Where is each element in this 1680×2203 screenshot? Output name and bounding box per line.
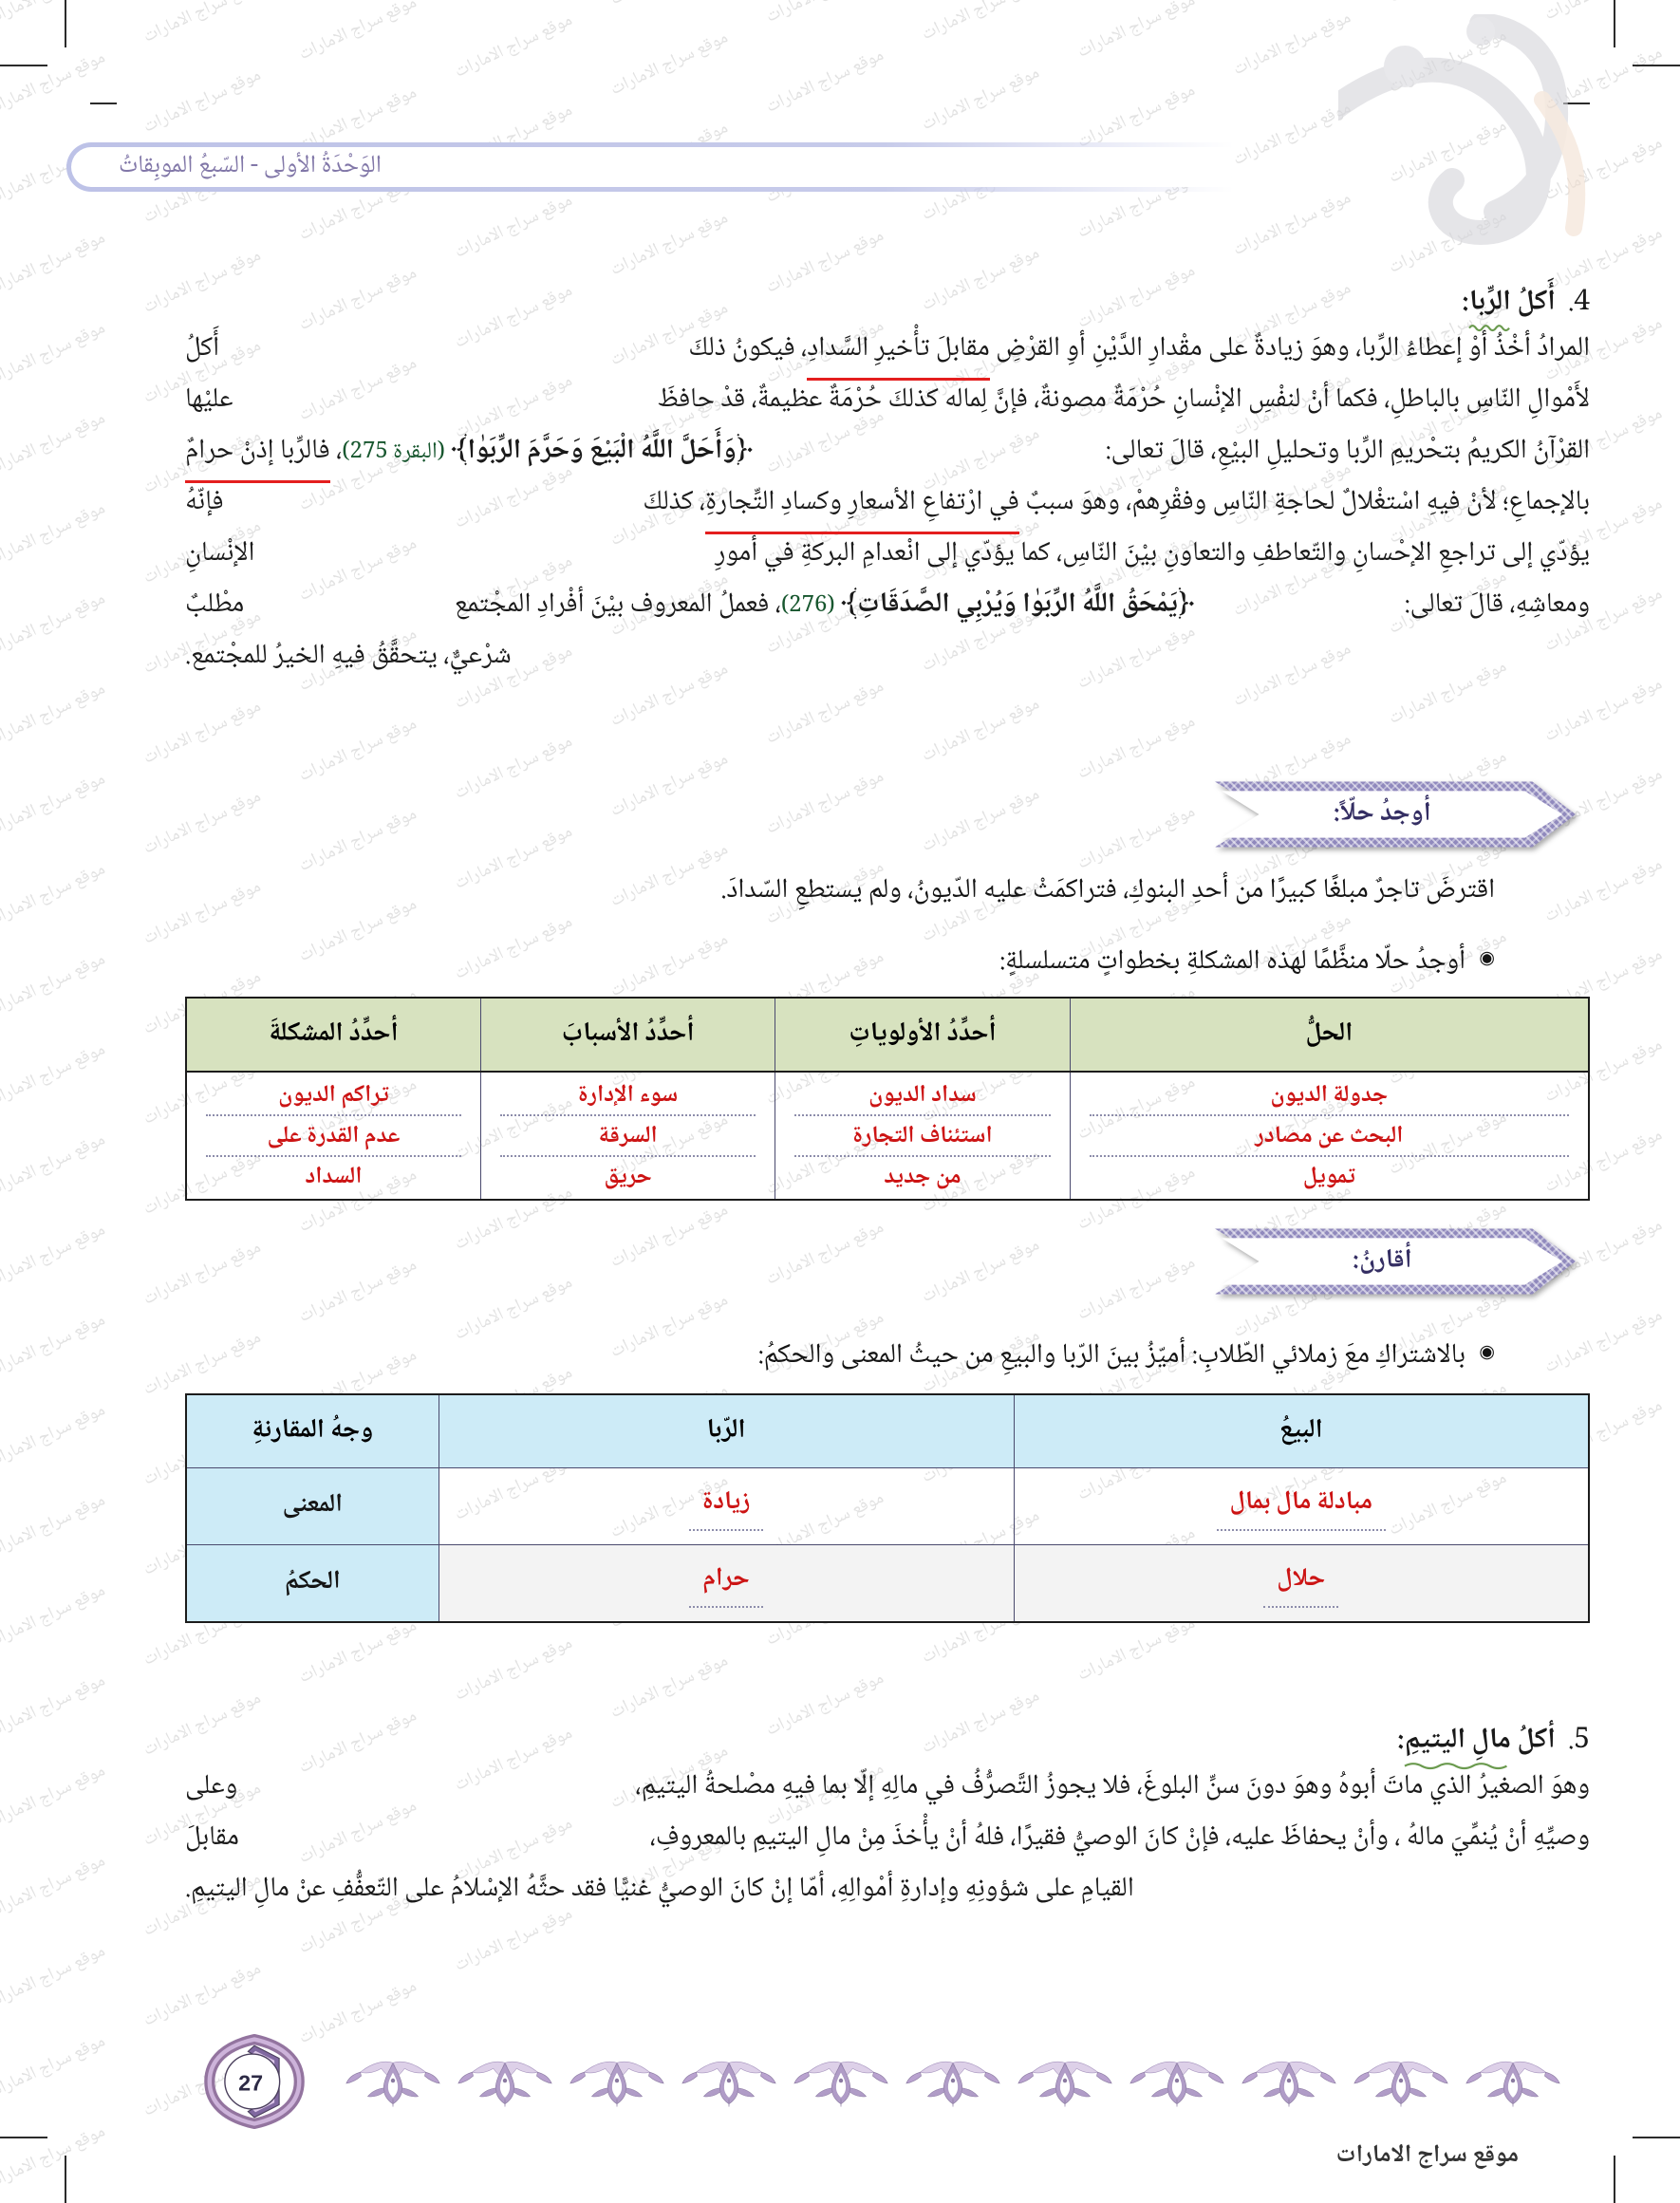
svg-text:27: 27 xyxy=(238,2070,263,2095)
